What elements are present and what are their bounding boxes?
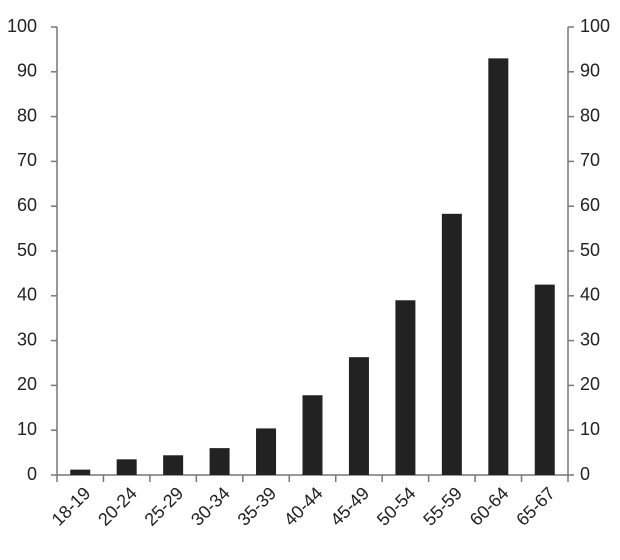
x-tick-label: 60-64 <box>466 483 513 530</box>
bar <box>163 455 184 475</box>
bar <box>70 469 91 475</box>
y2-tick-label: 50 <box>580 240 600 260</box>
y2-tick-label: 30 <box>580 329 600 349</box>
y2-tick-label: 80 <box>580 105 600 125</box>
x-tick-label: 45-49 <box>326 483 373 530</box>
y-tick-label: 50 <box>17 240 37 260</box>
y-tick-label: 90 <box>17 61 37 81</box>
y2-tick-label: 100 <box>580 16 610 36</box>
y-tick-label: 10 <box>17 419 37 439</box>
y2-tick-label: 20 <box>580 374 600 394</box>
y-tick-label: 0 <box>27 464 37 484</box>
y-tick-label: 70 <box>17 150 37 170</box>
y2-tick-label: 40 <box>580 285 600 305</box>
x-tick-label: 40-44 <box>280 483 327 530</box>
bar <box>534 284 555 475</box>
x-tick-label: 18-19 <box>48 483 95 530</box>
x-tick-label: 30-34 <box>187 483 234 530</box>
bar <box>395 300 416 475</box>
y2-tick-label: 70 <box>580 150 600 170</box>
x-tick-label: 35-39 <box>234 483 281 530</box>
y-tick-label: 100 <box>7 16 37 36</box>
bar <box>441 213 462 476</box>
x-tick-label: 55-59 <box>419 483 466 530</box>
bar <box>348 357 369 475</box>
x-tick-label: 50-54 <box>373 483 420 530</box>
bar <box>116 459 137 475</box>
y2-tick-label: 0 <box>580 464 590 484</box>
y2-tick-label: 60 <box>580 195 600 215</box>
x-tick-label: 65-67 <box>512 483 559 530</box>
y-tick-label: 60 <box>17 195 37 215</box>
y2-tick-label: 90 <box>580 61 600 81</box>
bar <box>256 428 277 475</box>
y-tick-label: 80 <box>17 105 37 125</box>
y-tick-label: 40 <box>17 285 37 305</box>
y-tick-label: 30 <box>17 329 37 349</box>
bar <box>209 448 230 475</box>
bar <box>488 58 509 476</box>
x-tick-label: 20-24 <box>94 483 141 530</box>
x-tick-label: 25-29 <box>141 483 188 530</box>
bar <box>302 395 323 475</box>
y2-tick-label: 10 <box>580 419 600 439</box>
y-tick-label: 20 <box>17 374 37 394</box>
